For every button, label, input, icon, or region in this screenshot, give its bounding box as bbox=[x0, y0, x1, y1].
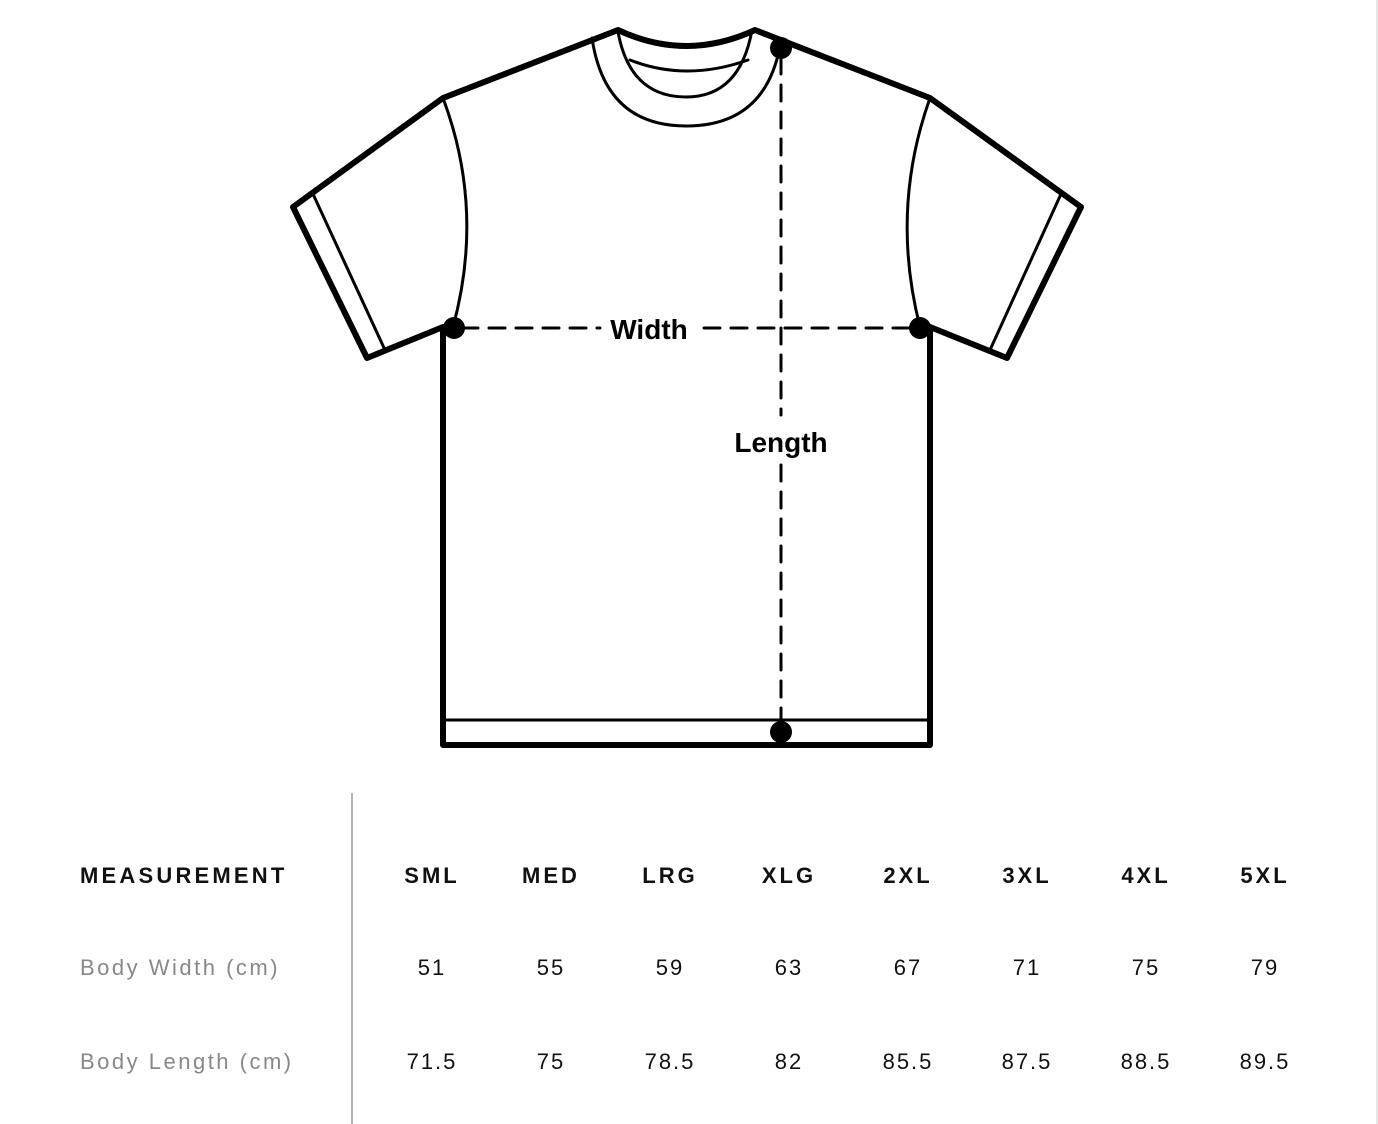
collar-inner bbox=[616, 28, 754, 99]
width-left-point bbox=[443, 317, 465, 339]
table-cell: 71 bbox=[1012, 955, 1042, 980]
table-cell: 82 bbox=[774, 1049, 804, 1074]
right-sleeve-seam bbox=[905, 96, 932, 329]
length-label: Length bbox=[734, 427, 827, 458]
page-edge bbox=[1376, 0, 1378, 1124]
collar-outer bbox=[590, 36, 782, 128]
width-right-point bbox=[909, 317, 931, 339]
table-cell: 85.5 bbox=[882, 1049, 934, 1074]
table-cell: 78.5 bbox=[644, 1049, 696, 1074]
table-cell: 75 bbox=[1131, 955, 1161, 980]
table-cell: 79 bbox=[1250, 955, 1280, 980]
table-cell: 87.5 bbox=[1001, 1049, 1053, 1074]
left-sleeve-seam bbox=[441, 96, 469, 329]
table-cell: 67 bbox=[893, 955, 923, 980]
table-divider bbox=[351, 793, 353, 1124]
table-cell: 55 bbox=[536, 955, 566, 980]
length-bottom-point bbox=[770, 721, 792, 743]
size-header: SML bbox=[404, 863, 460, 888]
left-cuff-line bbox=[311, 192, 387, 352]
table-cell: 51 bbox=[417, 955, 447, 980]
size-header: MED bbox=[522, 863, 580, 888]
table-cell: 59 bbox=[655, 955, 685, 980]
length-top-point bbox=[770, 37, 792, 59]
table-cell: 89.5 bbox=[1239, 1049, 1291, 1074]
measurement-header: MEASUREMENT bbox=[80, 863, 288, 888]
width-label: Width bbox=[610, 314, 688, 345]
table-cell: 71.5 bbox=[406, 1049, 458, 1074]
row-label-body-length: Body Length (cm) bbox=[80, 1049, 294, 1074]
size-header: 5XL bbox=[1240, 863, 1290, 888]
size-header: LRG bbox=[642, 863, 698, 888]
table-cell: 75 bbox=[536, 1049, 566, 1074]
collar-back-line bbox=[628, 58, 750, 73]
right-cuff-line bbox=[988, 192, 1063, 352]
row-label-body-width: Body Width (cm) bbox=[80, 955, 281, 980]
size-header: 4XL bbox=[1121, 863, 1171, 888]
size-header: XLG bbox=[761, 863, 817, 888]
table-cell: 88.5 bbox=[1120, 1049, 1172, 1074]
table-cell: 63 bbox=[774, 955, 804, 980]
size-header: 3XL bbox=[1002, 863, 1052, 888]
size-header: 2XL bbox=[883, 863, 933, 888]
shirt-outline bbox=[290, 27, 1084, 748]
